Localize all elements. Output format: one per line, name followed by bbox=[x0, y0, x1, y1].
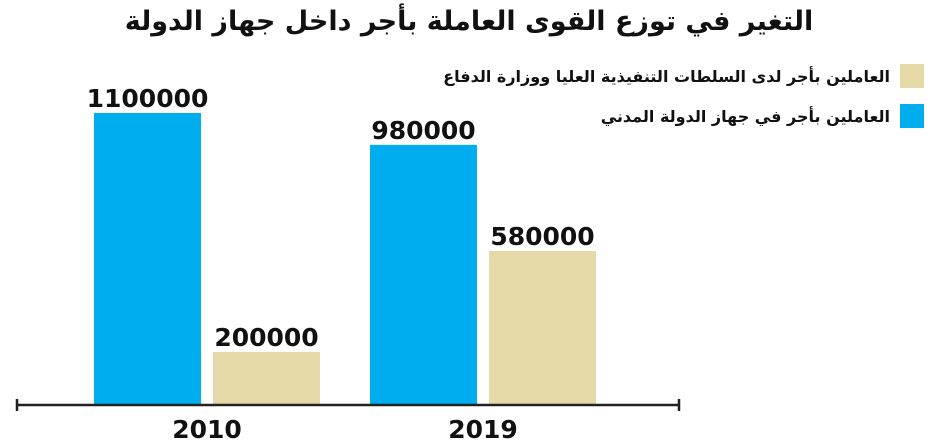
legend-item-civil: العاملين بأجر في جهاز الدولة المدني bbox=[443, 104, 924, 128]
legend-label-military: العاملين بأجر لدى السلطات التنفيذية العل… bbox=[443, 66, 890, 86]
legend-swatch-civil bbox=[900, 104, 924, 128]
bar-2010-series-0 bbox=[94, 113, 201, 405]
bar-2019-series-1 bbox=[489, 251, 596, 405]
data-label-2010-series-0: 1100000 bbox=[87, 84, 209, 113]
legend: العاملين بأجر لدى السلطات التنفيذية العل… bbox=[443, 64, 924, 144]
x-tick-label-2010: 2010 bbox=[172, 415, 242, 444]
data-label-2010-series-1: 200000 bbox=[214, 323, 318, 352]
chart-title: التغير في توزع القوى العاملة بأجر داخل ج… bbox=[124, 6, 814, 37]
legend-label-civil: العاملين بأجر في جهاز الدولة المدني bbox=[600, 106, 890, 126]
bar-2010-series-1 bbox=[213, 351, 320, 405]
legend-item-military: العاملين بأجر لدى السلطات التنفيذية العل… bbox=[443, 64, 924, 88]
legend-swatch-military bbox=[900, 64, 924, 88]
bar-2019-series-0 bbox=[370, 144, 477, 405]
x-tick-label-2019: 2019 bbox=[448, 415, 518, 444]
data-label-2019-series-1: 580000 bbox=[490, 222, 594, 251]
data-label-2019-series-0: 980000 bbox=[371, 116, 475, 145]
